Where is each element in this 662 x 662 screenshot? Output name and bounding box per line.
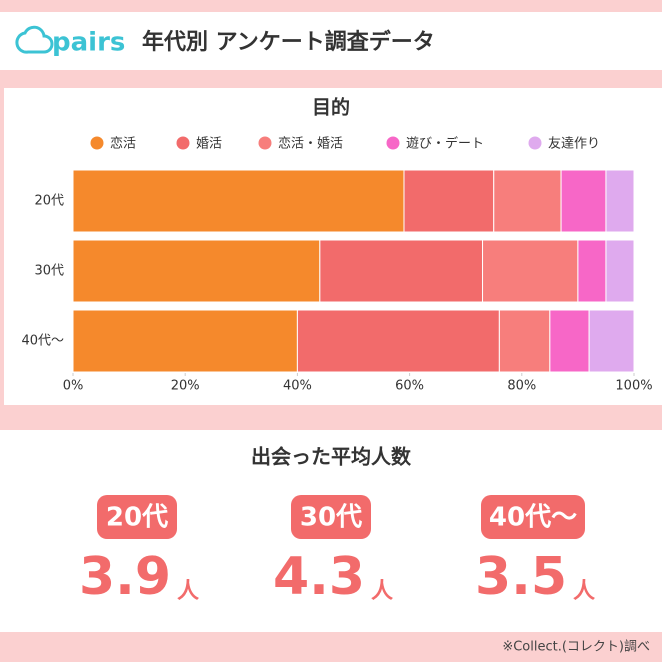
- age-label: 30代: [300, 503, 362, 533]
- legend-label: 遊び・デート: [406, 136, 484, 152]
- header-band: [0, 12, 662, 70]
- footer-note: ※Collect.(コレクト)調べ: [502, 640, 650, 655]
- bar-segment: [296, 309, 500, 373]
- age-badge: [481, 495, 585, 539]
- legend-label: 恋活・婚活: [278, 136, 343, 152]
- average-value: 3.5: [475, 547, 567, 607]
- bar-segment: [403, 169, 495, 233]
- x-tick-label: 0%: [63, 379, 84, 394]
- y-tick-label: 40代〜: [21, 334, 64, 349]
- average-title: 出会った平均人数: [251, 445, 412, 469]
- bar-segment: [482, 239, 579, 303]
- chart-title: 目的: [312, 96, 350, 119]
- x-tick-label: 80%: [507, 379, 536, 394]
- bar-segment: [560, 169, 607, 233]
- legend-swatch: [176, 136, 190, 150]
- average-unit: 人: [177, 579, 199, 604]
- x-tick-label: 40%: [283, 379, 312, 394]
- bar-segment: [493, 169, 562, 233]
- bar-segment: [549, 309, 590, 373]
- page-title: 年代別 アンケート調査データ: [142, 29, 435, 55]
- bar-segment: [72, 239, 321, 303]
- bar-segment: [605, 169, 635, 233]
- bar-segment: [72, 169, 405, 233]
- bar-segment: [577, 239, 607, 303]
- y-tick-label: 20代: [34, 194, 64, 209]
- x-tick-label: 100%: [615, 379, 652, 394]
- average-value: 3.9: [79, 547, 171, 607]
- legend-swatch: [258, 136, 272, 150]
- bar-segment: [588, 309, 635, 373]
- age-badge: [291, 495, 371, 539]
- legend-swatch: [528, 136, 542, 150]
- logo-icon: [15, 25, 54, 54]
- average-unit: 人: [371, 579, 393, 604]
- y-tick-label: 30代: [34, 264, 64, 279]
- x-tick-label: 60%: [395, 379, 424, 394]
- average-unit: 人: [573, 579, 595, 604]
- bar-segment: [319, 239, 484, 303]
- legend-swatch: [90, 136, 104, 150]
- legend-swatch: [386, 136, 400, 150]
- bar-segment: [605, 239, 635, 303]
- bar-segment: [72, 309, 298, 373]
- legend-label: 婚活: [196, 137, 222, 152]
- legend-label: 友達作り: [548, 136, 600, 152]
- average-value: 4.3: [273, 547, 365, 607]
- logo: pairs: [52, 28, 125, 58]
- age-label: 40代〜: [489, 503, 577, 533]
- x-tick-label: 20%: [171, 379, 200, 394]
- age-label: 20代: [106, 503, 168, 533]
- bar-segment: [498, 309, 551, 373]
- age-badge: [97, 495, 177, 539]
- legend-label: 恋活: [110, 136, 136, 152]
